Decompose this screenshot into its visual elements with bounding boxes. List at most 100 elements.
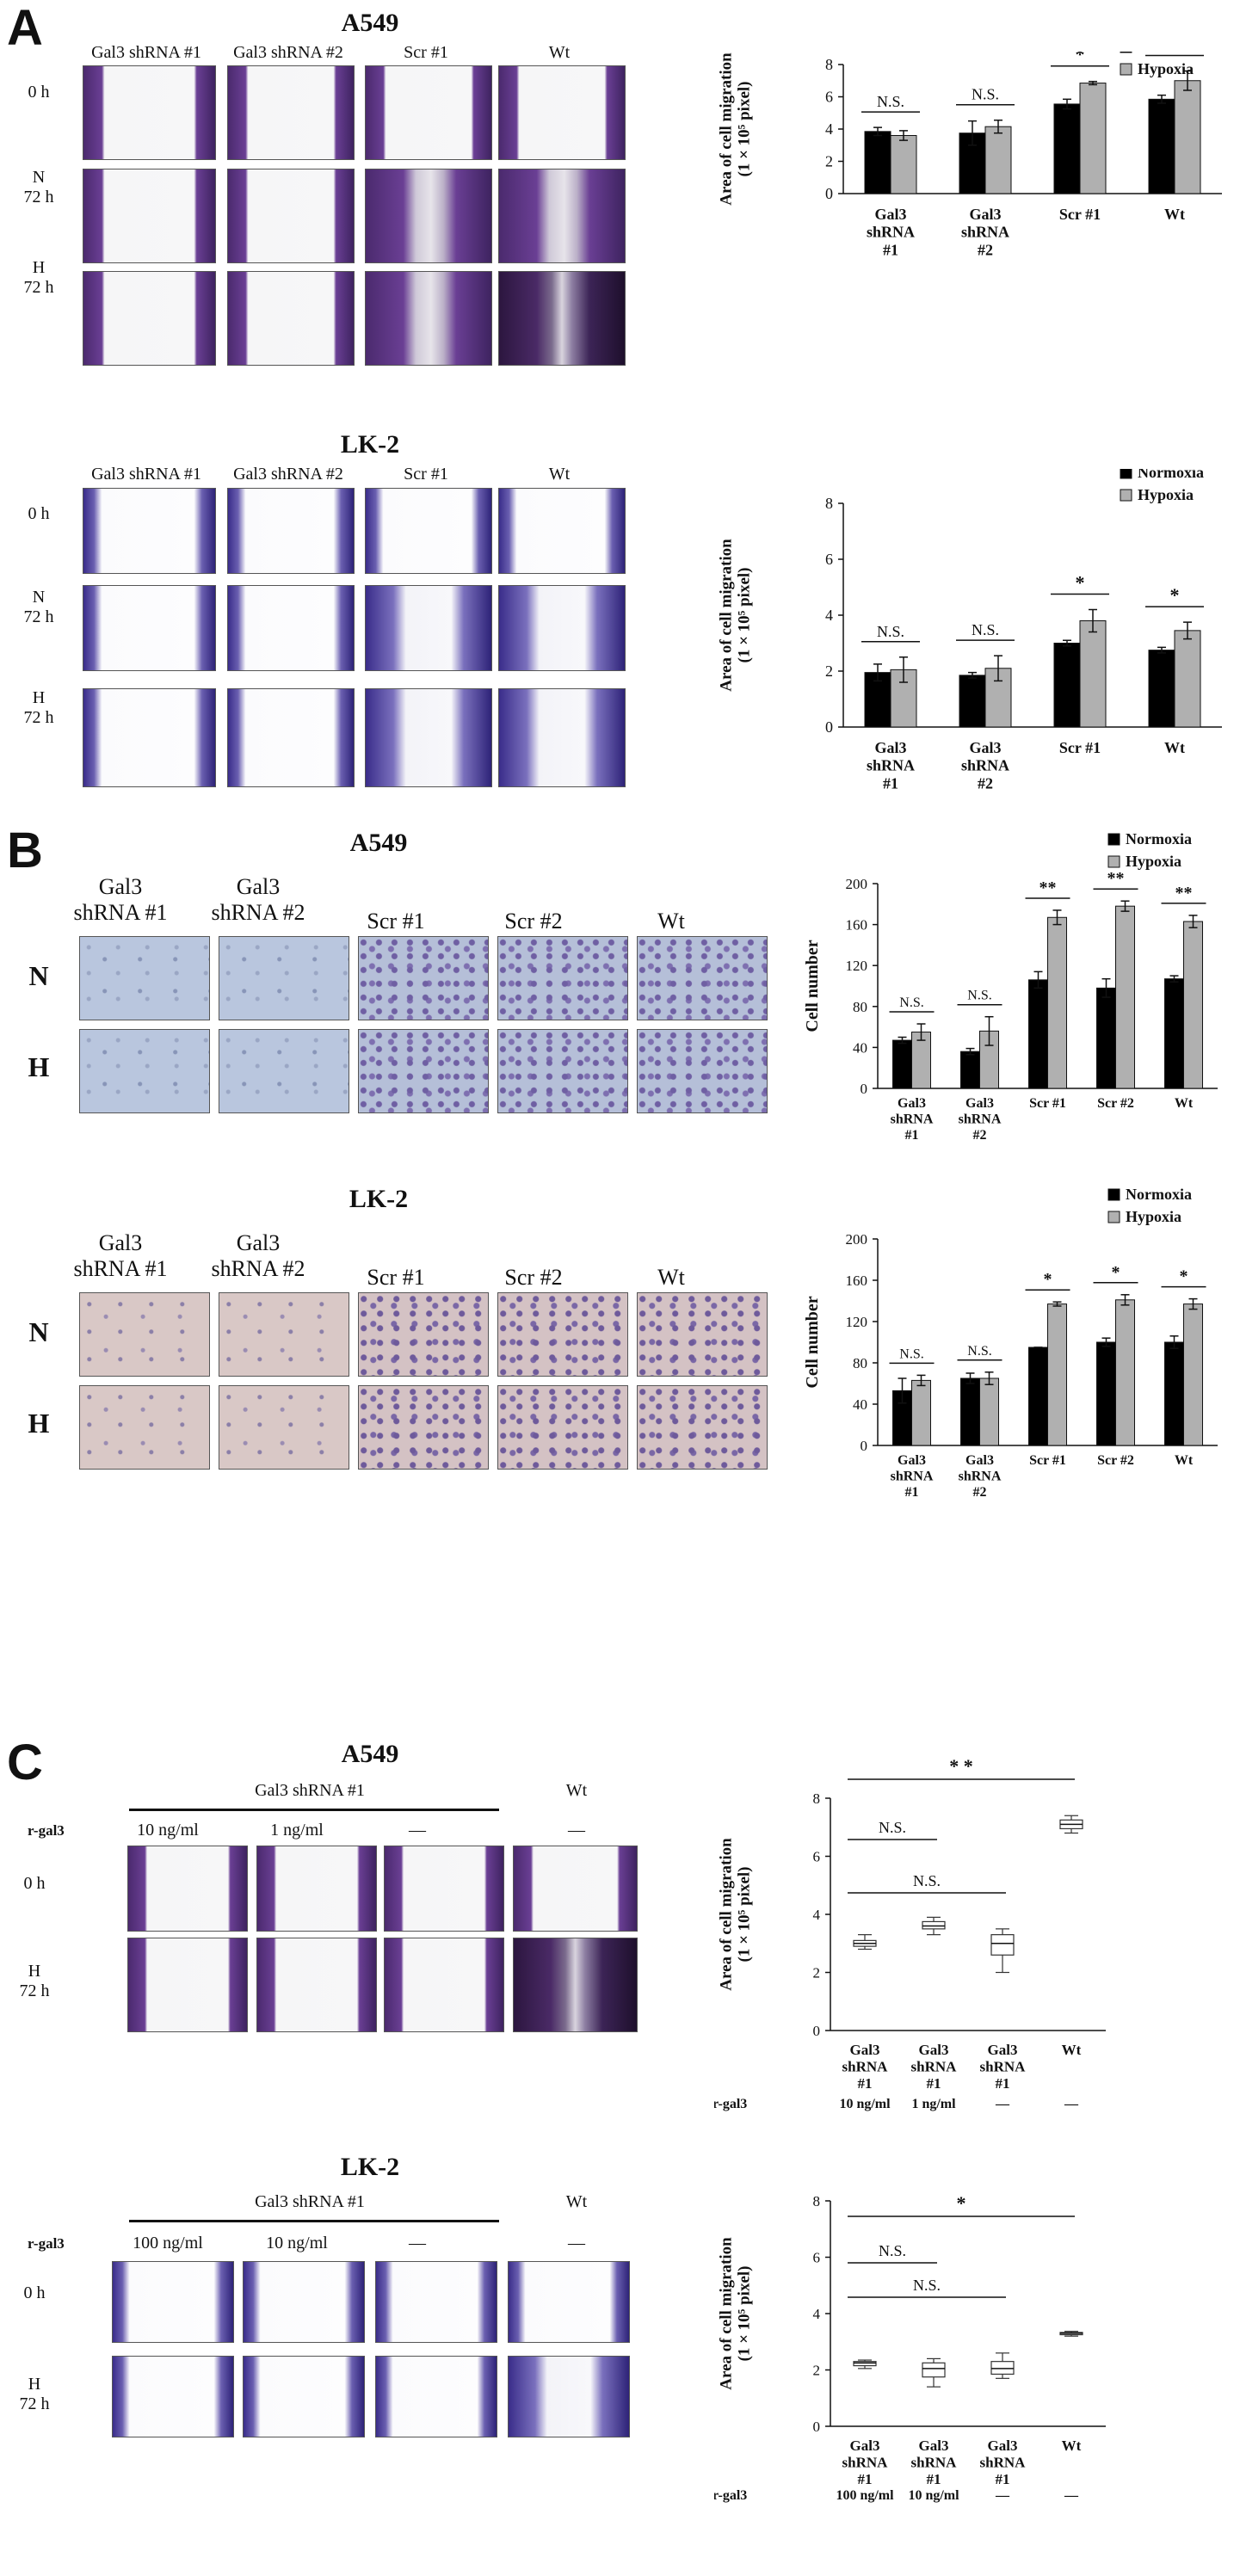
bar-hypoxia (1047, 916, 1067, 1089)
transwell-image (79, 936, 210, 1020)
y-tick-label: 6 (825, 89, 833, 106)
x-tick-label: Gal3 shRNA #2 (961, 739, 1009, 792)
box-iqr (990, 2361, 1015, 2376)
y-tick-label: 8 (825, 56, 833, 73)
panel-c-a549-group-label: Gal3 shRNA #1 (255, 1781, 365, 1800)
x-tick-label: Scr #2 (1097, 1453, 1134, 1468)
panel-b-lk2-row-2: H (28, 1408, 50, 1439)
panel-a-a549-col-2: Gal3 shRNA #2 (233, 43, 343, 62)
panel-a-a549-row-1: 0 h (28, 83, 50, 102)
x-tick-label: Wt (1062, 2437, 1082, 2454)
legend-swatch (1120, 63, 1132, 76)
scratch-image (365, 65, 492, 160)
panel-a-lk2-col-3: Scr #1 (404, 465, 448, 484)
transwell-image (497, 1292, 628, 1377)
y-tick-label: 8 (813, 2193, 821, 2209)
scratch-image (243, 2261, 365, 2343)
x-tick-label: Scr #1 (1029, 1096, 1066, 1111)
panel-c-a549-rgal3-1: 10 ng/ml (137, 1821, 199, 1840)
panel-c-a549-rgal3-2: 1 ng/ml (270, 1821, 324, 1840)
scratch-image (384, 1846, 504, 1932)
scratch-image (365, 585, 492, 671)
scratch-image (513, 1846, 638, 1932)
y-tick-label: 0 (813, 2023, 821, 2039)
y-tick-label: 40 (853, 1039, 867, 1056)
bar-normoxia (1148, 98, 1175, 194)
x-tick-label: Gal3 shRNA #2 (959, 1096, 1002, 1143)
bar-hypoxia (1183, 1303, 1203, 1446)
bar-normoxia (959, 675, 986, 728)
panel-b-a549-col-3: Scr #1 (367, 909, 425, 934)
y-tick-label: 160 (846, 917, 868, 934)
legend-label: Hypoxia (1126, 1208, 1181, 1225)
panel-c-lk2-row-2: H 72 h (19, 2375, 50, 2413)
scratch-image (227, 585, 355, 671)
panel-letter-c: C (7, 1735, 43, 1790)
rgal3-value: — (995, 2097, 1010, 2111)
panel-b-lk2-title: LK-2 (349, 1185, 409, 1213)
scratch-image (112, 2261, 234, 2343)
transwell-image (637, 1292, 768, 1377)
bar-hypoxia (890, 669, 917, 728)
panel-a-lk2-col-2: Gal3 shRNA #2 (233, 465, 343, 484)
scratch-image (498, 65, 626, 160)
panel-c-a549-rgal3-3: — (409, 1821, 426, 1840)
panel-b-a549-col-4: Scr #2 (504, 909, 563, 934)
significance-label: ** (1040, 878, 1057, 897)
x-tick-label: Gal3 shRNA #1 (891, 1453, 934, 1500)
scratch-image (83, 65, 216, 160)
x-tick-label: Scr #1 (1029, 1453, 1066, 1468)
legend-swatch (1107, 855, 1120, 868)
scratch-image (83, 585, 216, 671)
scratch-image (498, 169, 626, 263)
significance-label: N.S. (899, 995, 923, 1010)
x-tick-label: Wt (1175, 1096, 1194, 1111)
rgal3-value: 100 ng/ml (836, 2488, 894, 2503)
transwell-image (637, 1385, 768, 1470)
chart-a-a549: 0 2 4 6 8 Area of cell migration(1 × 10⁵ pixe… (718, 52, 1222, 258)
panel-letter-a: A (7, 0, 43, 56)
scratch-image (83, 271, 216, 366)
scratch-image (227, 688, 355, 787)
y-tick-label: 4 (825, 607, 833, 624)
box-iqr (922, 2362, 946, 2378)
bar-normoxia (960, 1377, 980, 1446)
x-tick-label: Gal3 shRNA #1 (842, 2437, 889, 2487)
bar-hypoxia (979, 1377, 999, 1446)
bar-normoxia (1148, 650, 1175, 728)
scratch-image (83, 169, 216, 263)
bar-hypoxia (1183, 921, 1203, 1089)
x-tick-label: Gal3 shRNA #1 (867, 739, 915, 792)
panel-c-lk2-group-label: Gal3 shRNA #1 (255, 2192, 365, 2211)
scratch-image (256, 1938, 377, 2032)
y-tick-label: 0 (825, 718, 833, 736)
legend-label: Normoxia (1126, 1187, 1192, 1203)
bar-hypoxia (1174, 80, 1201, 194)
rgal3-value: — (1064, 2097, 1079, 2111)
significance-label: N.S. (967, 989, 991, 1003)
significance-label: * (1180, 1267, 1188, 1286)
panel-c-lk2-row-1: 0 h (23, 2283, 46, 2302)
scratch-image (83, 688, 216, 787)
scratch-image (227, 169, 355, 263)
y-tick-label: 0 (825, 185, 833, 202)
legend-swatch (1107, 1188, 1120, 1201)
rgal3-value: 1 ng/ml (911, 2097, 956, 2111)
bar-normoxia (1028, 979, 1048, 1089)
legend-swatch (1120, 489, 1132, 502)
y-tick-label: 2 (813, 1965, 821, 1981)
comparison-label: N.S. (879, 2242, 906, 2259)
x-tick-label: Wt (1164, 206, 1185, 223)
panel-b-lk2-row-1: N (28, 1316, 49, 1347)
chart-c-lk2: 0 2 4 6 8 Area of cell migration(1 × 10⁵ pixe… (714, 2192, 1106, 2503)
comparison-label: N.S. (879, 1819, 906, 1836)
chart-a-lk2: 0 2 4 6 8 Area of cell migration(1 × 10⁵ pixe… (718, 469, 1222, 792)
panel-a-lk2-col-4: Wt (548, 465, 571, 484)
panel-a-lk2-row-2: N 72 h (23, 588, 54, 626)
rgal3-row-label: r-gal3 (714, 2488, 747, 2503)
y-axis-label: Area of cell migration(1 × 10⁵ pixel) (718, 2237, 754, 2390)
scratch-image (227, 271, 355, 366)
significance-label: N.S. (877, 623, 904, 640)
rgal3-value: 10 ng/ml (839, 2097, 891, 2111)
x-tick-label: Wt (1175, 1453, 1194, 1468)
